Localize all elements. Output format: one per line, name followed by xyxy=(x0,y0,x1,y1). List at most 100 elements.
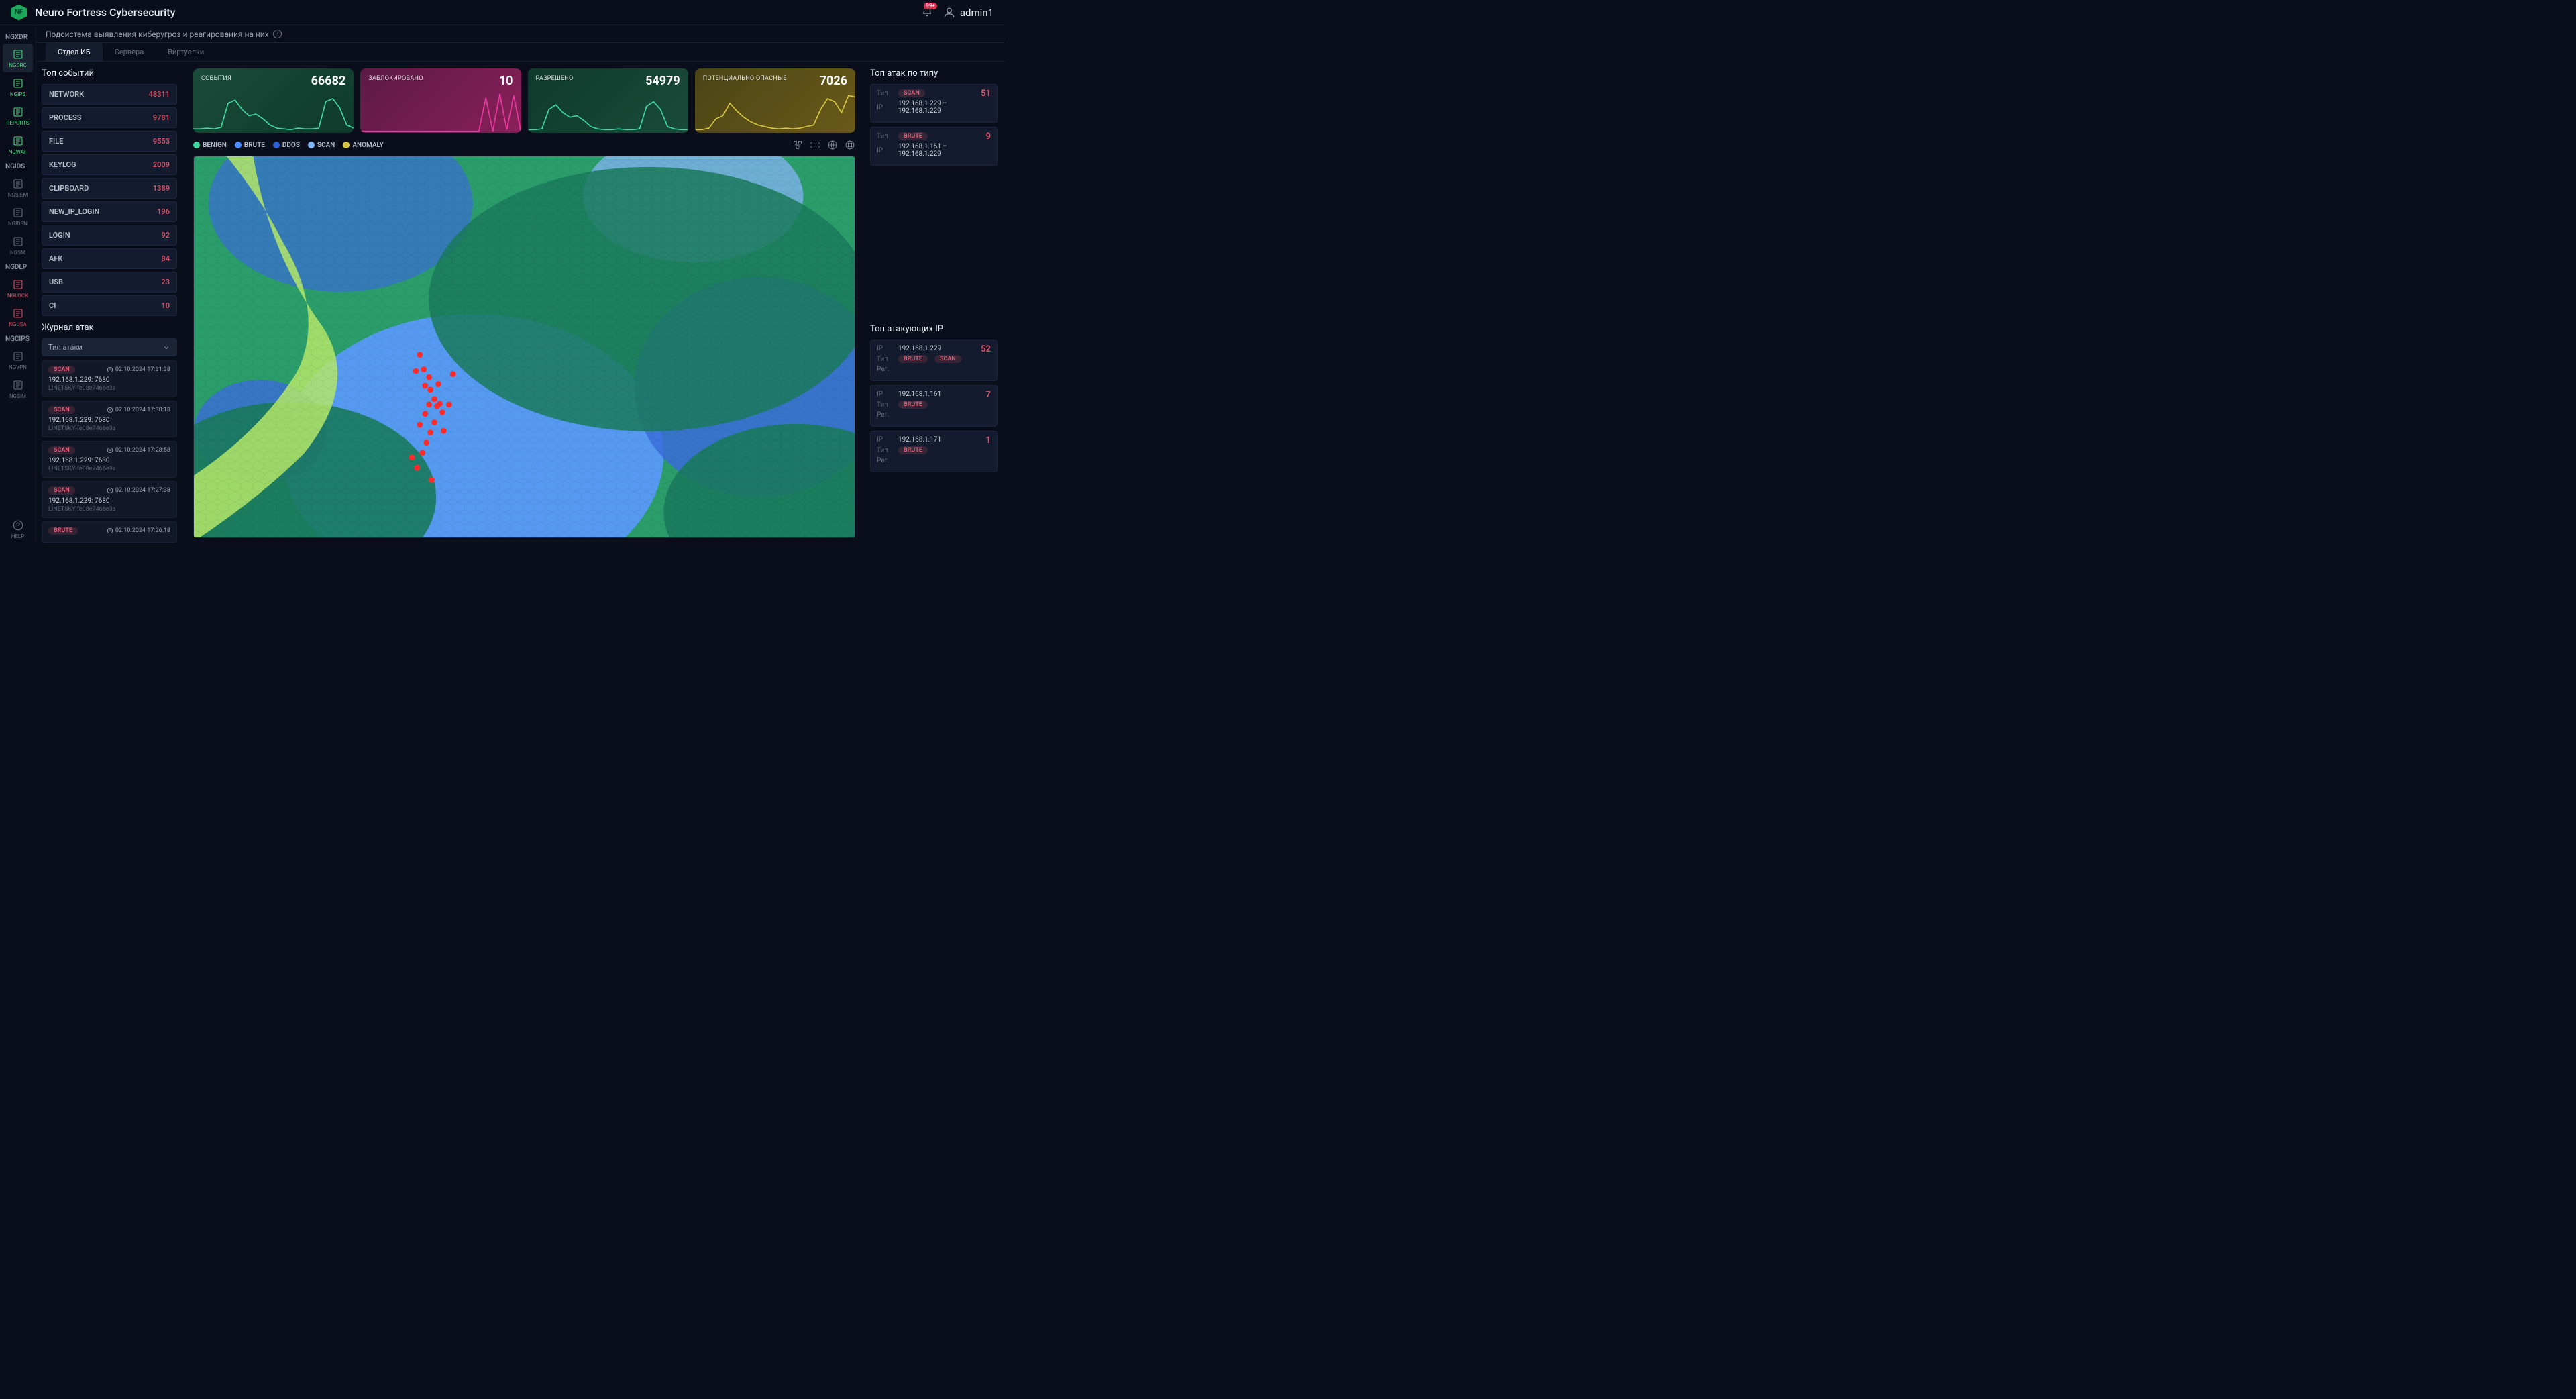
stat-card-1[interactable]: СОБЫТИЯ66682 xyxy=(193,68,354,133)
journal-item[interactable]: BRUTE02.10.2024 17:26:18 xyxy=(42,521,177,543)
journal-filter-dropdown[interactable]: Тип атаки xyxy=(42,338,177,356)
stat-card-2[interactable]: ЗАБЛОКИРОВАНО10 xyxy=(360,68,521,133)
module-icon xyxy=(11,278,25,291)
servers-icon[interactable] xyxy=(810,140,820,150)
event-row[interactable]: KEYLOG2009 xyxy=(42,154,177,175)
username: admin1 xyxy=(960,7,994,19)
event-row[interactable]: NEW_IP_LOGIN196 xyxy=(42,201,177,222)
stat-card-4[interactable]: ПОТЕНЦИАЛЬНО ОПАСНЫЕ7026 xyxy=(695,68,855,133)
sidebar-item-ngidsn[interactable]: NGIDSN xyxy=(0,202,36,231)
journal-title: Журнал атак xyxy=(42,323,177,333)
attack-count: 1 xyxy=(986,435,991,446)
globe-icon[interactable] xyxy=(827,140,838,150)
help-icon xyxy=(11,519,25,532)
journal-item[interactable]: SCAN02.10.2024 17:27:38192.168.1.229: 76… xyxy=(42,481,177,518)
sidebar-item-ngsm[interactable]: NGSM xyxy=(0,231,36,260)
help-icon[interactable]: ? xyxy=(273,30,282,38)
clock-icon xyxy=(107,487,113,494)
event-row[interactable]: PROCESS9781 xyxy=(42,107,177,128)
legend-item: BRUTE xyxy=(235,142,265,149)
clock-icon xyxy=(107,366,113,373)
notification-badge: 99+ xyxy=(924,3,937,9)
module-icon xyxy=(11,378,25,392)
event-label: USB xyxy=(49,278,63,287)
attack-type-card[interactable]: 9ТипBRUTEIP192.168.1.161 – 192.168.1.229 xyxy=(870,127,998,166)
event-row[interactable]: NETWORK48311 xyxy=(42,84,177,105)
legend-item: BENIGN xyxy=(193,142,227,149)
sidebar-item-label: NGSIEM xyxy=(8,192,28,198)
label: Тип xyxy=(877,133,894,140)
event-value: 92 xyxy=(161,231,170,240)
subheader: Подсистема выявления киберугроз и реагир… xyxy=(36,25,1004,43)
clock-icon xyxy=(107,527,113,534)
globe3d-icon[interactable] xyxy=(845,140,855,150)
legend-item: ANOMALY xyxy=(343,142,383,149)
map-legend: BENIGNBRUTEDDOSSCANANOMALY xyxy=(193,140,855,150)
sidebar-item-ngvpn[interactable]: NGVPN xyxy=(0,346,36,374)
topbar: NF Neuro Fortress Cybersecurity 99+ admi… xyxy=(0,0,1004,25)
label: IP xyxy=(877,104,894,111)
journal-timestamp: 02.10.2024 17:27:38 xyxy=(107,487,170,494)
sidebar-item-ngwaf[interactable]: NGWAF xyxy=(0,130,36,159)
attack-tag: SCAN xyxy=(934,355,961,363)
sparkline xyxy=(695,94,855,133)
event-row[interactable]: LOGIN 92 xyxy=(42,225,177,246)
legend-item: SCAN xyxy=(308,142,335,149)
tab-Сервера[interactable]: Сервера xyxy=(103,43,156,61)
attack-type-card[interactable]: 51ТипSCANIP192.168.1.229 – 192.168.1.229 xyxy=(870,84,998,123)
attack-tag: BRUTE xyxy=(898,132,928,140)
sidebar-item-help[interactable]: HELP xyxy=(0,515,36,545)
event-row[interactable]: FILE9553 xyxy=(42,131,177,152)
event-value: 2009 xyxy=(153,160,170,169)
sidebar-item-nglock[interactable]: NGLOCK xyxy=(0,274,36,303)
attacking-ip-card[interactable]: 7IP192.168.1.161ТипBRUTEРег. xyxy=(870,385,998,427)
legend-dot xyxy=(193,142,200,148)
label: Рег. xyxy=(877,411,894,419)
label: IP xyxy=(877,436,894,444)
journal-item[interactable]: SCAN02.10.2024 17:30:18192.168.1.229: 76… xyxy=(42,401,177,437)
label: Рег. xyxy=(877,366,894,373)
event-row[interactable]: USB 23 xyxy=(42,272,177,293)
sidebar-item-ngsim[interactable]: NGSIM xyxy=(0,374,36,403)
sidebar-item-ngusa[interactable]: NGUSA xyxy=(0,303,36,331)
attack-tag: BRUTE xyxy=(898,446,928,454)
sidebar-item-ngdrc[interactable]: NGDRC xyxy=(3,44,33,72)
sidebar-item-reports[interactable]: REPORTS xyxy=(0,101,36,130)
attacking-ip-card[interactable]: 1IP192.168.1.171ТипBRUTEРег. xyxy=(870,431,998,472)
threat-map[interactable] xyxy=(193,156,855,538)
sidebar-item-label: NGUSA xyxy=(9,321,26,327)
sidebar-item-label: NGDRC xyxy=(9,62,27,68)
attack-tag: SCAN xyxy=(48,406,75,414)
sidebar-item-label: HELP xyxy=(11,533,25,539)
sidebar-item-ngips[interactable]: NGIPS xyxy=(0,72,36,101)
sidebar-group-label: NGIDS xyxy=(0,159,36,173)
stat-card-3[interactable]: РАЗРЕШЕНО54979 xyxy=(528,68,688,133)
event-row[interactable]: AFK84 xyxy=(42,248,177,269)
legend-dot xyxy=(343,142,350,148)
sidebar-item-ngsiem[interactable]: NGSIEM xyxy=(0,173,36,202)
event-label: FILE xyxy=(49,137,63,146)
sparkline xyxy=(528,94,688,133)
tab-Отдел ИБ[interactable]: Отдел ИБ xyxy=(46,43,103,61)
attack-tag: BRUTE xyxy=(898,355,928,363)
module-icon xyxy=(11,177,25,191)
sidebar: NGXDRNGDRCNGIPSREPORTSNGWAFNGIDSNGSIEMNG… xyxy=(0,25,36,545)
user-menu[interactable]: admin1 xyxy=(943,6,994,19)
notifications-button[interactable]: 99+ xyxy=(921,5,933,20)
sparkline xyxy=(360,94,521,133)
journal-item[interactable]: SCAN02.10.2024 17:28:58192.168.1.229: 76… xyxy=(42,441,177,478)
sidebar-group-label: NGDLP xyxy=(0,260,36,274)
journal-filter-label: Тип атаки xyxy=(48,343,83,352)
event-row[interactable]: CI10 xyxy=(42,295,177,316)
tab-Виртуалки[interactable]: Виртуалки xyxy=(156,43,216,61)
legend-dot xyxy=(235,142,241,148)
topology-icon[interactable] xyxy=(792,140,803,150)
attacking-ip-card[interactable]: 52IP192.168.1.229ТипBRUTESCANРег. xyxy=(870,340,998,381)
module-icon xyxy=(11,235,25,248)
event-label: LOGIN xyxy=(49,231,70,240)
event-row[interactable]: CLIPBOARD1389 xyxy=(42,178,177,199)
clock-icon xyxy=(107,447,113,454)
label: Тип xyxy=(877,401,894,409)
event-value: 23 xyxy=(161,278,170,287)
journal-item[interactable]: SCAN02.10.2024 17:31:38192.168.1.229: 76… xyxy=(42,360,177,397)
